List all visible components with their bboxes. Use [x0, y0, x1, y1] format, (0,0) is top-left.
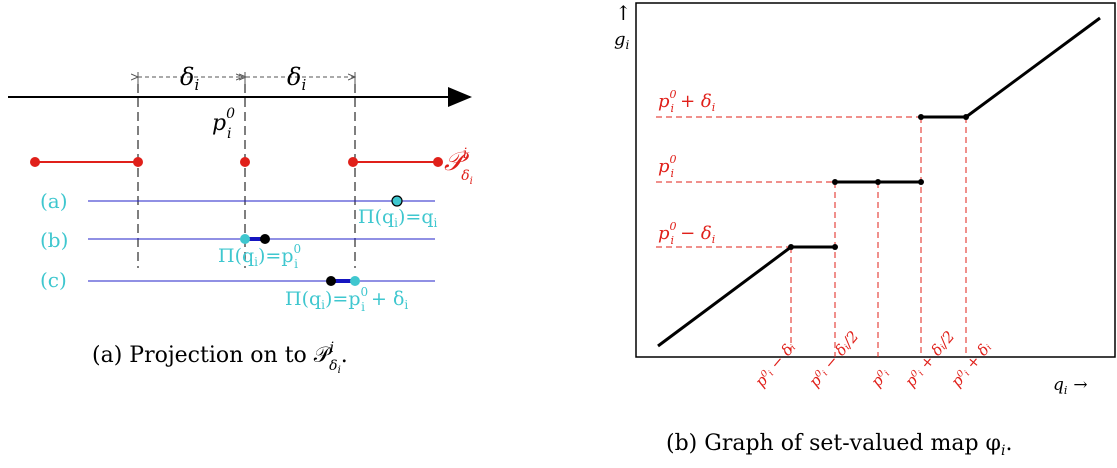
graph-point — [875, 179, 881, 185]
case-c-point — [326, 276, 336, 286]
set-point — [348, 157, 358, 167]
case-b-label: (b) — [40, 228, 68, 252]
set-label: 𝒫i δi — [444, 146, 473, 187]
x-tick-3: p⁰ᵢ — [867, 365, 893, 391]
graph-point — [832, 244, 838, 250]
case-a-point — [391, 195, 403, 207]
case-a-label: (a) — [40, 189, 68, 213]
level-lo-label: p0 i − δi — [658, 220, 715, 247]
case-a-projection: Π(qi)=qi — [358, 206, 438, 230]
set-point — [433, 157, 443, 167]
graph-frame — [635, 2, 1116, 358]
y-axis-label: gi — [614, 29, 630, 52]
right-graph: ↑ gi qi → p0 i + δi p0 i p0 i − δi p⁰ᵢ − δᵢ — [614, 1, 1116, 459]
graph-point — [963, 114, 969, 120]
set-point — [133, 157, 143, 167]
graph-slope-high — [965, 16, 1101, 119]
case-c-label: (c) — [40, 268, 67, 292]
level-mid-label: p0 i — [658, 153, 677, 180]
graph-point — [788, 244, 794, 250]
delta-right-label: δi — [287, 63, 306, 94]
graph-slope-low — [657, 245, 792, 348]
x-tick-2: p⁰ᵢ − δᵢ/2 — [805, 327, 862, 390]
set-point — [240, 157, 250, 167]
y-axis-arrow: ↑ — [615, 1, 632, 25]
x-axis-label: qi → — [1053, 375, 1088, 397]
case-b-projection: Π(qi)=p0 i — [218, 242, 301, 271]
case-b-projected-point — [240, 234, 250, 244]
x-tick-1: p⁰ᵢ − δᵢ — [751, 339, 799, 391]
case-b-point — [260, 234, 270, 244]
set-point — [30, 157, 40, 167]
p-zero-label: p0 i — [212, 106, 235, 142]
level-hi-label: p0 i + δi — [658, 88, 715, 115]
caption-b: (b) Graph of set-valued map φi. — [666, 431, 1012, 459]
graph-point — [918, 114, 924, 120]
graph-point — [918, 179, 924, 185]
x-tick-5: p⁰ᵢ + δᵢ — [947, 339, 995, 391]
delta-left-label: δi — [180, 63, 199, 94]
case-c-projected-point — [350, 276, 360, 286]
left-diagram: δi δi p0 i 𝒫i δi (a) (b) (c) Π(qi)=qi — [8, 63, 473, 376]
graph-point — [832, 179, 838, 185]
case-c-projection: Π(qi)=p0 i + δi — [285, 285, 408, 314]
caption-a: (a) Projection on to 𝒫i δi. — [92, 340, 348, 376]
